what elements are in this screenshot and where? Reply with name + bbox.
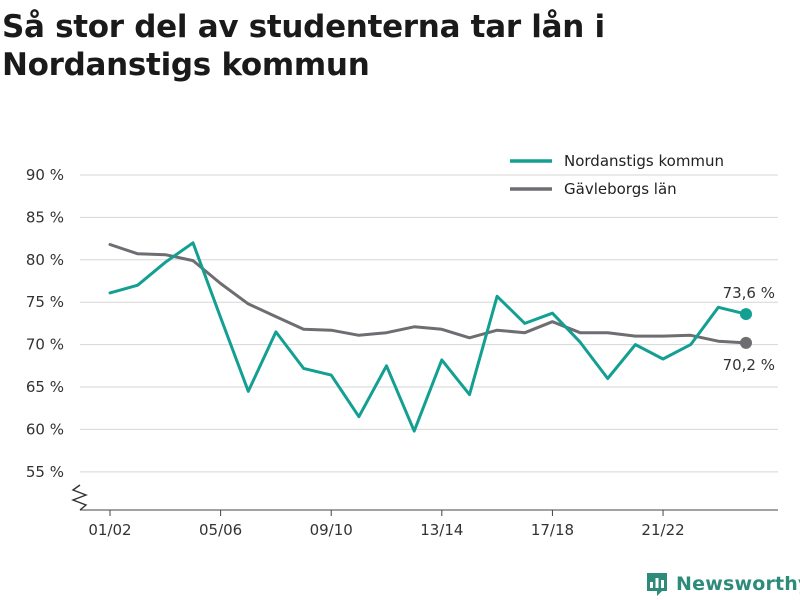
y-tick-label: 70 % [26, 336, 64, 354]
bar-chart-logo-icon [647, 573, 667, 596]
gridlines [80, 174, 778, 473]
y-tick-label: 65 % [26, 378, 64, 396]
x-axis-ticks: 01/02 05/06 09/10 13/14 17/18 21/22 [88, 510, 685, 539]
x-tick-label: 01/02 [88, 521, 131, 539]
series-lines: 73,6 % 70,2 % [108, 241, 775, 433]
series-end-label: 70,2 % [723, 356, 775, 374]
x-tick-label: 09/10 [310, 521, 353, 539]
x-axis [71, 484, 778, 511]
legend: Nordanstigs kommun Gävleborgs län [510, 152, 724, 198]
x-tick-label: 13/14 [420, 521, 463, 539]
series-line [108, 243, 748, 345]
y-tick-label: 55 % [26, 463, 64, 481]
x-tick-label: 05/06 [199, 521, 242, 539]
chart-title: Så stor del av studenterna tar lån i Nor… [2, 9, 605, 83]
series-end-marker [740, 308, 752, 321]
brand-logo: Newsworthy [645, 569, 800, 599]
axis-break-icon [71, 484, 88, 511]
legend-label: Gävleborgs län [564, 180, 677, 198]
brand-name: Newsworthy [676, 573, 800, 595]
legend-label: Nordanstigs kommun [564, 152, 724, 170]
x-tick-label: 21/22 [641, 521, 684, 539]
series-end-marker [740, 336, 752, 349]
series-end-label: 73,6 % [723, 284, 775, 302]
y-tick-label: 60 % [26, 420, 64, 438]
y-tick-label: 80 % [26, 251, 64, 269]
y-axis-ticks: 55 % 60 % 65 % 70 % 75 % 80 % 85 % 90 % [26, 166, 64, 481]
y-tick-label: 75 % [26, 293, 64, 311]
series-line [108, 241, 748, 433]
y-tick-label: 85 % [26, 208, 64, 226]
x-tick-label: 17/18 [531, 521, 574, 539]
y-tick-label: 90 % [26, 166, 64, 184]
